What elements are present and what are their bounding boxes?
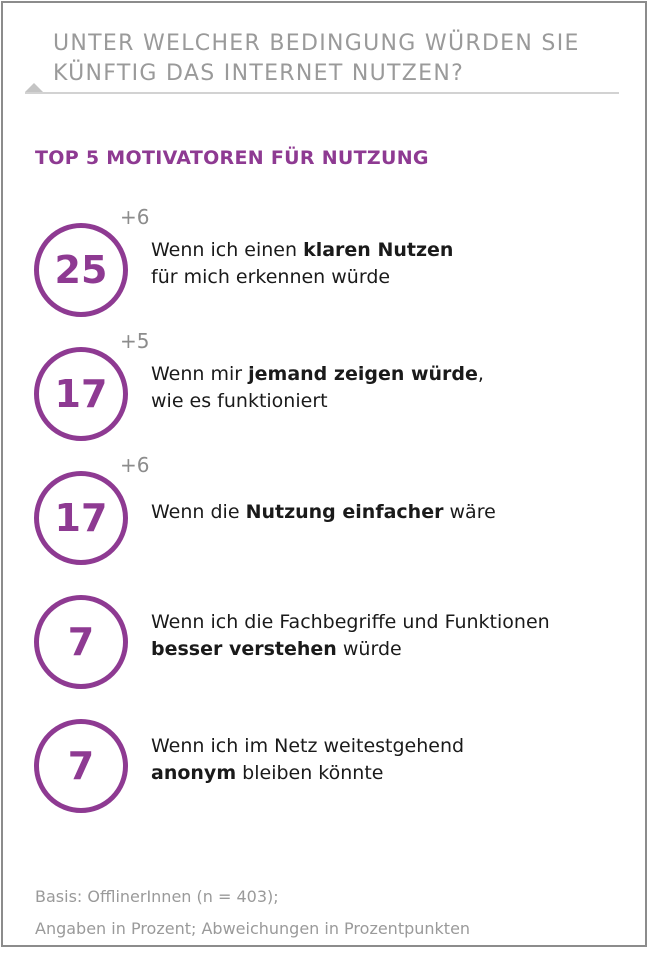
value-label: 25 <box>54 248 108 292</box>
motivator-label: Wenn ich die Fachbegriffe und Funktionen… <box>151 609 621 663</box>
label-line-1: Wenn ich im Netz weitestgehend <box>151 733 621 760</box>
chart-subtitle: TOP 5 MOTIVATOREN FÜR NUTZUNG <box>35 147 429 169</box>
value-label: 7 <box>67 744 95 788</box>
question-heading: UNTER WELCHER BEDINGUNG WÜRDEN SIE KÜNFT… <box>53 31 580 86</box>
label-text: wie es funktioniert <box>151 390 328 412</box>
footnote-basis: Basis: OfflinerInnen (n = 403); <box>35 887 279 906</box>
change-label: +5 <box>120 329 150 353</box>
value-circle: 7 <box>34 719 128 813</box>
label-text: , <box>477 363 484 385</box>
label-text: bleiben könnte <box>236 762 384 784</box>
label-line-1: Wenn ich einen klaren Nutzen <box>151 237 621 264</box>
label-text: Wenn ich einen <box>151 239 304 261</box>
label-line-2: für mich erkennen würde <box>151 264 621 291</box>
label-text: Wenn ich die Fachbegriffe und Funktionen <box>151 611 550 633</box>
label-text: Wenn mir <box>151 363 249 385</box>
change-label: +6 <box>120 453 150 477</box>
motivator-row: 25 +6 Wenn ich einen klaren Nutzen für mich… <box>3 205 643 335</box>
label-text: Wenn ich im Netz weitestgehend <box>151 735 465 757</box>
value-circle: 7 <box>34 595 128 689</box>
label-emphasis: Nutzung einfacher <box>245 501 444 523</box>
label-line-2: wie es funktioniert <box>151 388 621 415</box>
heading-tick-marker <box>25 83 43 92</box>
heading-divider <box>25 92 619 94</box>
value-circle: 17 <box>34 471 128 565</box>
label-line-2: besser verstehen würde <box>151 636 621 663</box>
change-label: +6 <box>120 205 150 229</box>
label-line-1: Wenn mir jemand zeigen würde, <box>151 361 621 388</box>
value-label: 17 <box>54 372 108 416</box>
label-emphasis: jemand zeigen würde <box>248 363 478 385</box>
motivator-row: 7 Wenn ich im Netz weitestgehend anonym bl… <box>3 711 643 831</box>
value-circle: 25 <box>34 223 128 317</box>
label-text: wäre <box>443 501 496 523</box>
motivator-label: Wenn ich einen klaren Nutzen für mich erk… <box>151 237 621 291</box>
footnote-note: Angaben in Prozent; Abweichungen in Proz… <box>35 919 471 938</box>
value-circle: 17 <box>34 347 128 441</box>
motivator-row: 7 Wenn ich die Fachbegriffe und Funktione… <box>3 587 643 707</box>
motivator-label: Wenn ich im Netz weitestgehend anonym ble… <box>151 733 621 787</box>
label-line-1: Wenn ich die Fachbegriffe und Funktionen <box>151 609 621 636</box>
motivator-label: Wenn die Nutzung einfacher wäre <box>151 499 621 526</box>
label-emphasis: klaren Nutzen <box>303 239 454 261</box>
motivator-row: 17 +6 Wenn die Nutzung einfacher wäre <box>3 453 643 583</box>
motivator-label: Wenn mir jemand zeigen würde, wie es funk… <box>151 361 621 415</box>
label-line-1: Wenn die Nutzung einfacher wäre <box>151 499 621 526</box>
label-line-2: anonym bleiben könnte <box>151 760 621 787</box>
motivator-row: 17 +5 Wenn mir jemand zeigen würde, wie es … <box>3 329 643 459</box>
label-emphasis: besser verstehen <box>151 638 337 660</box>
label-text: würde <box>336 638 402 660</box>
value-label: 17 <box>54 496 108 540</box>
label-emphasis: anonym <box>151 762 237 784</box>
label-text: für mich erkennen würde <box>151 266 391 288</box>
value-label: 7 <box>67 620 95 664</box>
label-text: Wenn die <box>151 501 246 523</box>
